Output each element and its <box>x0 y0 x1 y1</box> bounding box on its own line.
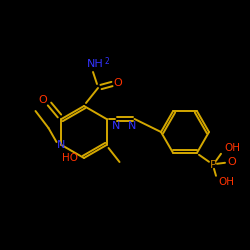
Text: N: N <box>57 140 66 150</box>
Text: NH: NH <box>87 59 104 69</box>
Text: N: N <box>112 121 121 131</box>
Text: O: O <box>38 95 47 105</box>
Text: 2: 2 <box>104 58 110 66</box>
Text: OH: OH <box>218 177 234 187</box>
Text: N: N <box>128 121 137 131</box>
Text: HO: HO <box>62 153 78 163</box>
Text: O: O <box>114 78 122 88</box>
Text: OH: OH <box>224 143 240 153</box>
Text: O: O <box>228 157 236 167</box>
Text: P: P <box>210 160 216 170</box>
